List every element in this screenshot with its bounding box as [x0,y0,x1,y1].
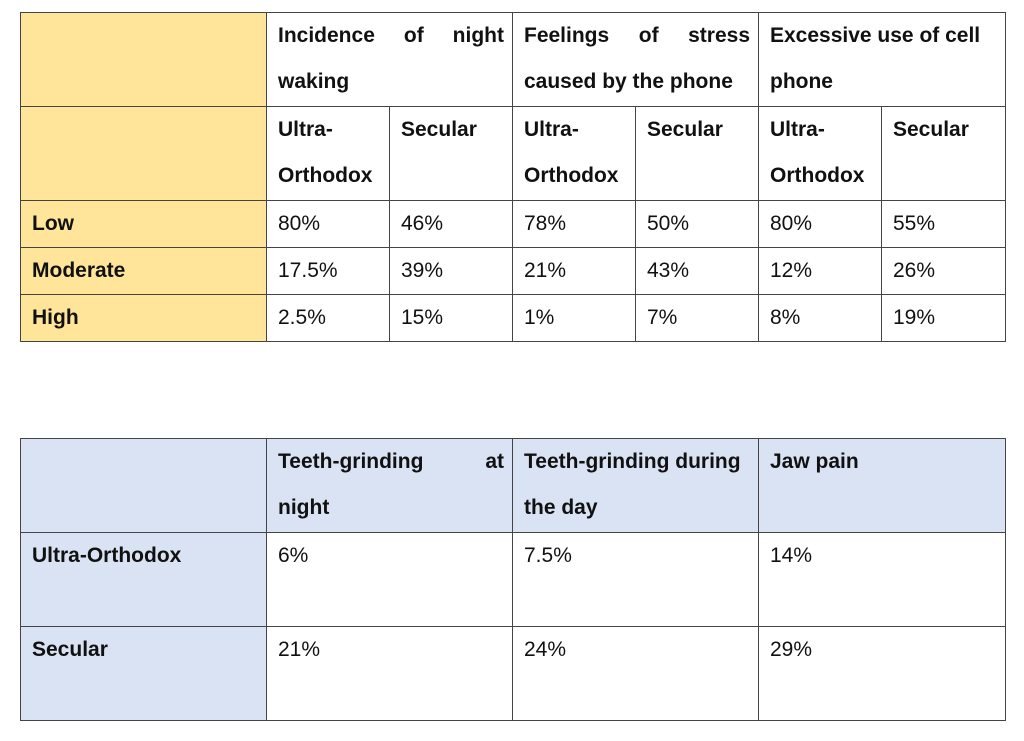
row-label: Ultra-Orthodox [20,532,267,627]
table-row: Low 80% 46% 78% 50% 80% 55% [20,200,1006,248]
table-cell: 80% [758,200,882,248]
table-cell: 7.5% [512,532,759,627]
column-header-teeth-grinding-night: Teeth-grinding at night [266,438,513,533]
table-cell: 14% [758,532,1006,627]
table-row: Moderate 17.5% 39% 21% 43% 12% 26% [20,247,1006,295]
corner-cell [20,106,267,201]
teeth-grinding-jaw-pain-table: Teeth-grinding at night Teeth-grinding d… [20,438,1006,721]
table-cell: 50% [635,200,759,248]
header-row: Teeth-grinding at night Teeth-grinding d… [20,438,1006,533]
subheader-cell: Secular [881,106,1006,201]
table-cell: 39% [389,247,513,295]
table-cell: 2.5% [266,294,390,342]
table-cell: 21% [512,247,636,295]
table-cell: 8% [758,294,882,342]
subheader-cell: Secular [635,106,759,201]
table-cell: 6% [266,532,513,627]
table-cell: 55% [881,200,1006,248]
row-label: Low [20,200,267,248]
table-cell: 43% [635,247,759,295]
table-row: Secular 21% 24% 29% [20,626,1006,721]
table-cell: 19% [881,294,1006,342]
row-label: Moderate [20,247,267,295]
subheader-cell: Ultra-Orthodox [512,106,636,201]
table-cell: 15% [389,294,513,342]
night-waking-stress-phone-table: Incidence of night waking Feelings of st… [20,12,1006,342]
group-header-night-waking: Incidence of night waking [266,12,513,107]
table-cell: 17.5% [266,247,390,295]
group-header-phone-stress: Feelings of stress caused by the phone [512,12,759,107]
row-label: Secular [20,626,267,721]
table-cell: 26% [881,247,1006,295]
table-cell: 12% [758,247,882,295]
corner-cell [20,438,267,533]
table-cell: 46% [389,200,513,248]
group-header-excessive-use: Excessive use of cell phone [758,12,1006,107]
column-header-teeth-grinding-day: Teeth-grinding during the day [512,438,759,533]
table-cell: 7% [635,294,759,342]
column-header-jaw-pain: Jaw pain [758,438,1006,533]
table-cell: 24% [512,626,759,721]
table-cell: 78% [512,200,636,248]
table-cell: 29% [758,626,1006,721]
group-header-row: Incidence of night waking Feelings of st… [20,12,1006,107]
table-cell: 1% [512,294,636,342]
table-row: High 2.5% 15% 1% 7% 8% 19% [20,294,1006,342]
corner-cell [20,12,267,107]
subheader-row: Ultra-Orthodox Secular Ultra-Orthodox Se… [20,106,1006,201]
table-row: Ultra-Orthodox 6% 7.5% 14% [20,532,1006,627]
subheader-cell: Ultra-Orthodox [266,106,390,201]
row-label: High [20,294,267,342]
table-cell: 21% [266,626,513,721]
subheader-cell: Ultra-Orthodox [758,106,882,201]
table-cell: 80% [266,200,390,248]
subheader-cell: Secular [389,106,513,201]
